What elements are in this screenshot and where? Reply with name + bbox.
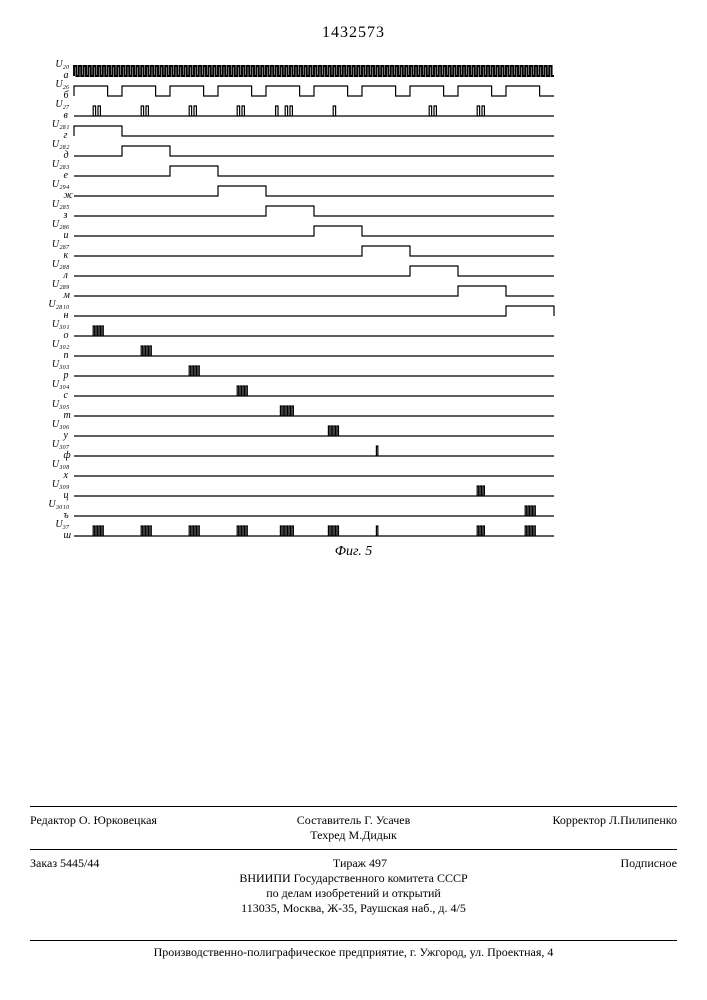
trace-row: U₃₀₂п xyxy=(74,340,634,360)
trace-row: U₂₈₇к xyxy=(74,240,634,260)
trace-row: U₂₈₁₀н xyxy=(74,300,634,320)
trace-row: U₃₀₆у xyxy=(74,420,634,440)
trace-label: U₂₈₉ xyxy=(38,280,70,290)
figure-caption: Фиг. 5 xyxy=(0,544,707,560)
trace-row: U₂₉₄ж xyxy=(74,180,634,200)
trace-row: U₂₇в xyxy=(74,100,634,120)
trace-label: U₂₉₄ xyxy=(38,180,70,190)
trace-row: U₃₀₈х xyxy=(74,460,634,480)
trace-row: U₃₀₄с xyxy=(74,380,634,400)
trace-row: U₃₀₇ф xyxy=(74,440,634,460)
trace-row: U₂₀а xyxy=(74,60,634,80)
trace-row: U₂₆б xyxy=(74,80,634,100)
order-no: Заказ 5445/44 xyxy=(30,856,99,871)
trace-row: U₃₀₁₀ъ xyxy=(74,500,634,520)
trace-label: U₂₀ xyxy=(38,60,70,70)
trace-row: U₂₈₆и xyxy=(74,220,634,240)
trace-label: U₂₇ xyxy=(38,100,70,110)
trace-row: U₃₀₃р xyxy=(74,360,634,380)
trace-label: U₃₀₆ xyxy=(38,420,70,430)
org-line-1: ВНИИПИ Государственного комитета СССР xyxy=(30,871,677,886)
credits-block: Редактор О. Юрковецкая Составитель Г. Ус… xyxy=(30,800,677,916)
org-line-2: по делам изобретений и открытий xyxy=(30,886,677,901)
trace-label: U₃₀₇ xyxy=(38,440,70,450)
patent-number: 1432573 xyxy=(0,0,707,42)
timing-diagram: U₂₀аU₂₆бU₂₇вU₂₈₁гU₂₈₂дU₂₈₃еU₂₉₄жU₂₈₅зU₂₈… xyxy=(74,60,634,540)
trace-row: U₃₇ш xyxy=(74,520,634,540)
footer: Производственно-полиграфическое предприя… xyxy=(30,940,677,960)
trace-label: U₃₀₄ xyxy=(38,380,70,390)
trace-label: U₃₀₃ xyxy=(38,360,70,370)
trace-label: U₂₈₂ xyxy=(38,140,70,150)
trace-row: U₂₈₁г xyxy=(74,120,634,140)
corrector: Корректор Л.Пилипенко xyxy=(461,813,677,843)
trace-label: U₃₀₉ xyxy=(38,480,70,490)
trace-label: U₂₈₈ xyxy=(38,260,70,270)
trace-label: U₃₀₂ xyxy=(38,340,70,350)
trace-label: U₃₀₁ xyxy=(38,320,70,330)
trace-label: U₃₀₈ xyxy=(38,460,70,470)
org-address: 113035, Москва, Ж-35, Раушская наб., д. … xyxy=(30,901,677,916)
tech-editor: Техред М.Дидык xyxy=(246,828,462,843)
trace-label: U₂₈₃ xyxy=(38,160,70,170)
trace-row: U₂₈₈л xyxy=(74,260,634,280)
trace-letter: ш xyxy=(64,530,72,541)
trace-row: U₂₈₂д xyxy=(74,140,634,160)
trace-row: U₃₀₅т xyxy=(74,400,634,420)
trace-row: U₂₈₃е xyxy=(74,160,634,180)
subscription: Подписное xyxy=(621,856,678,871)
trace-row: U₃₀₉ц xyxy=(74,480,634,500)
trace-row: U₃₀₁о xyxy=(74,320,634,340)
trace-label: U₃₀₅ xyxy=(38,400,70,410)
trace-label: U₂₆ xyxy=(38,80,70,90)
tirage: Тираж 497 xyxy=(333,856,387,871)
trace-label: U₂₈₁₀ xyxy=(38,300,70,310)
trace-label: U₃₀₁₀ xyxy=(38,500,70,510)
compiler: Составитель Г. Усачев xyxy=(246,813,462,828)
editor: Редактор О. Юрковецкая xyxy=(30,813,246,843)
trace-row: U₂₈₉м xyxy=(74,280,634,300)
trace-label: U₂₈₅ xyxy=(38,200,70,210)
trace-label: U₂₈₇ xyxy=(38,240,70,250)
trace-label: U₂₈₁ xyxy=(38,120,70,130)
trace-label: U₂₈₆ xyxy=(38,220,70,230)
trace-row: U₂₈₅з xyxy=(74,200,634,220)
trace-label: U₃₇ xyxy=(38,520,70,530)
